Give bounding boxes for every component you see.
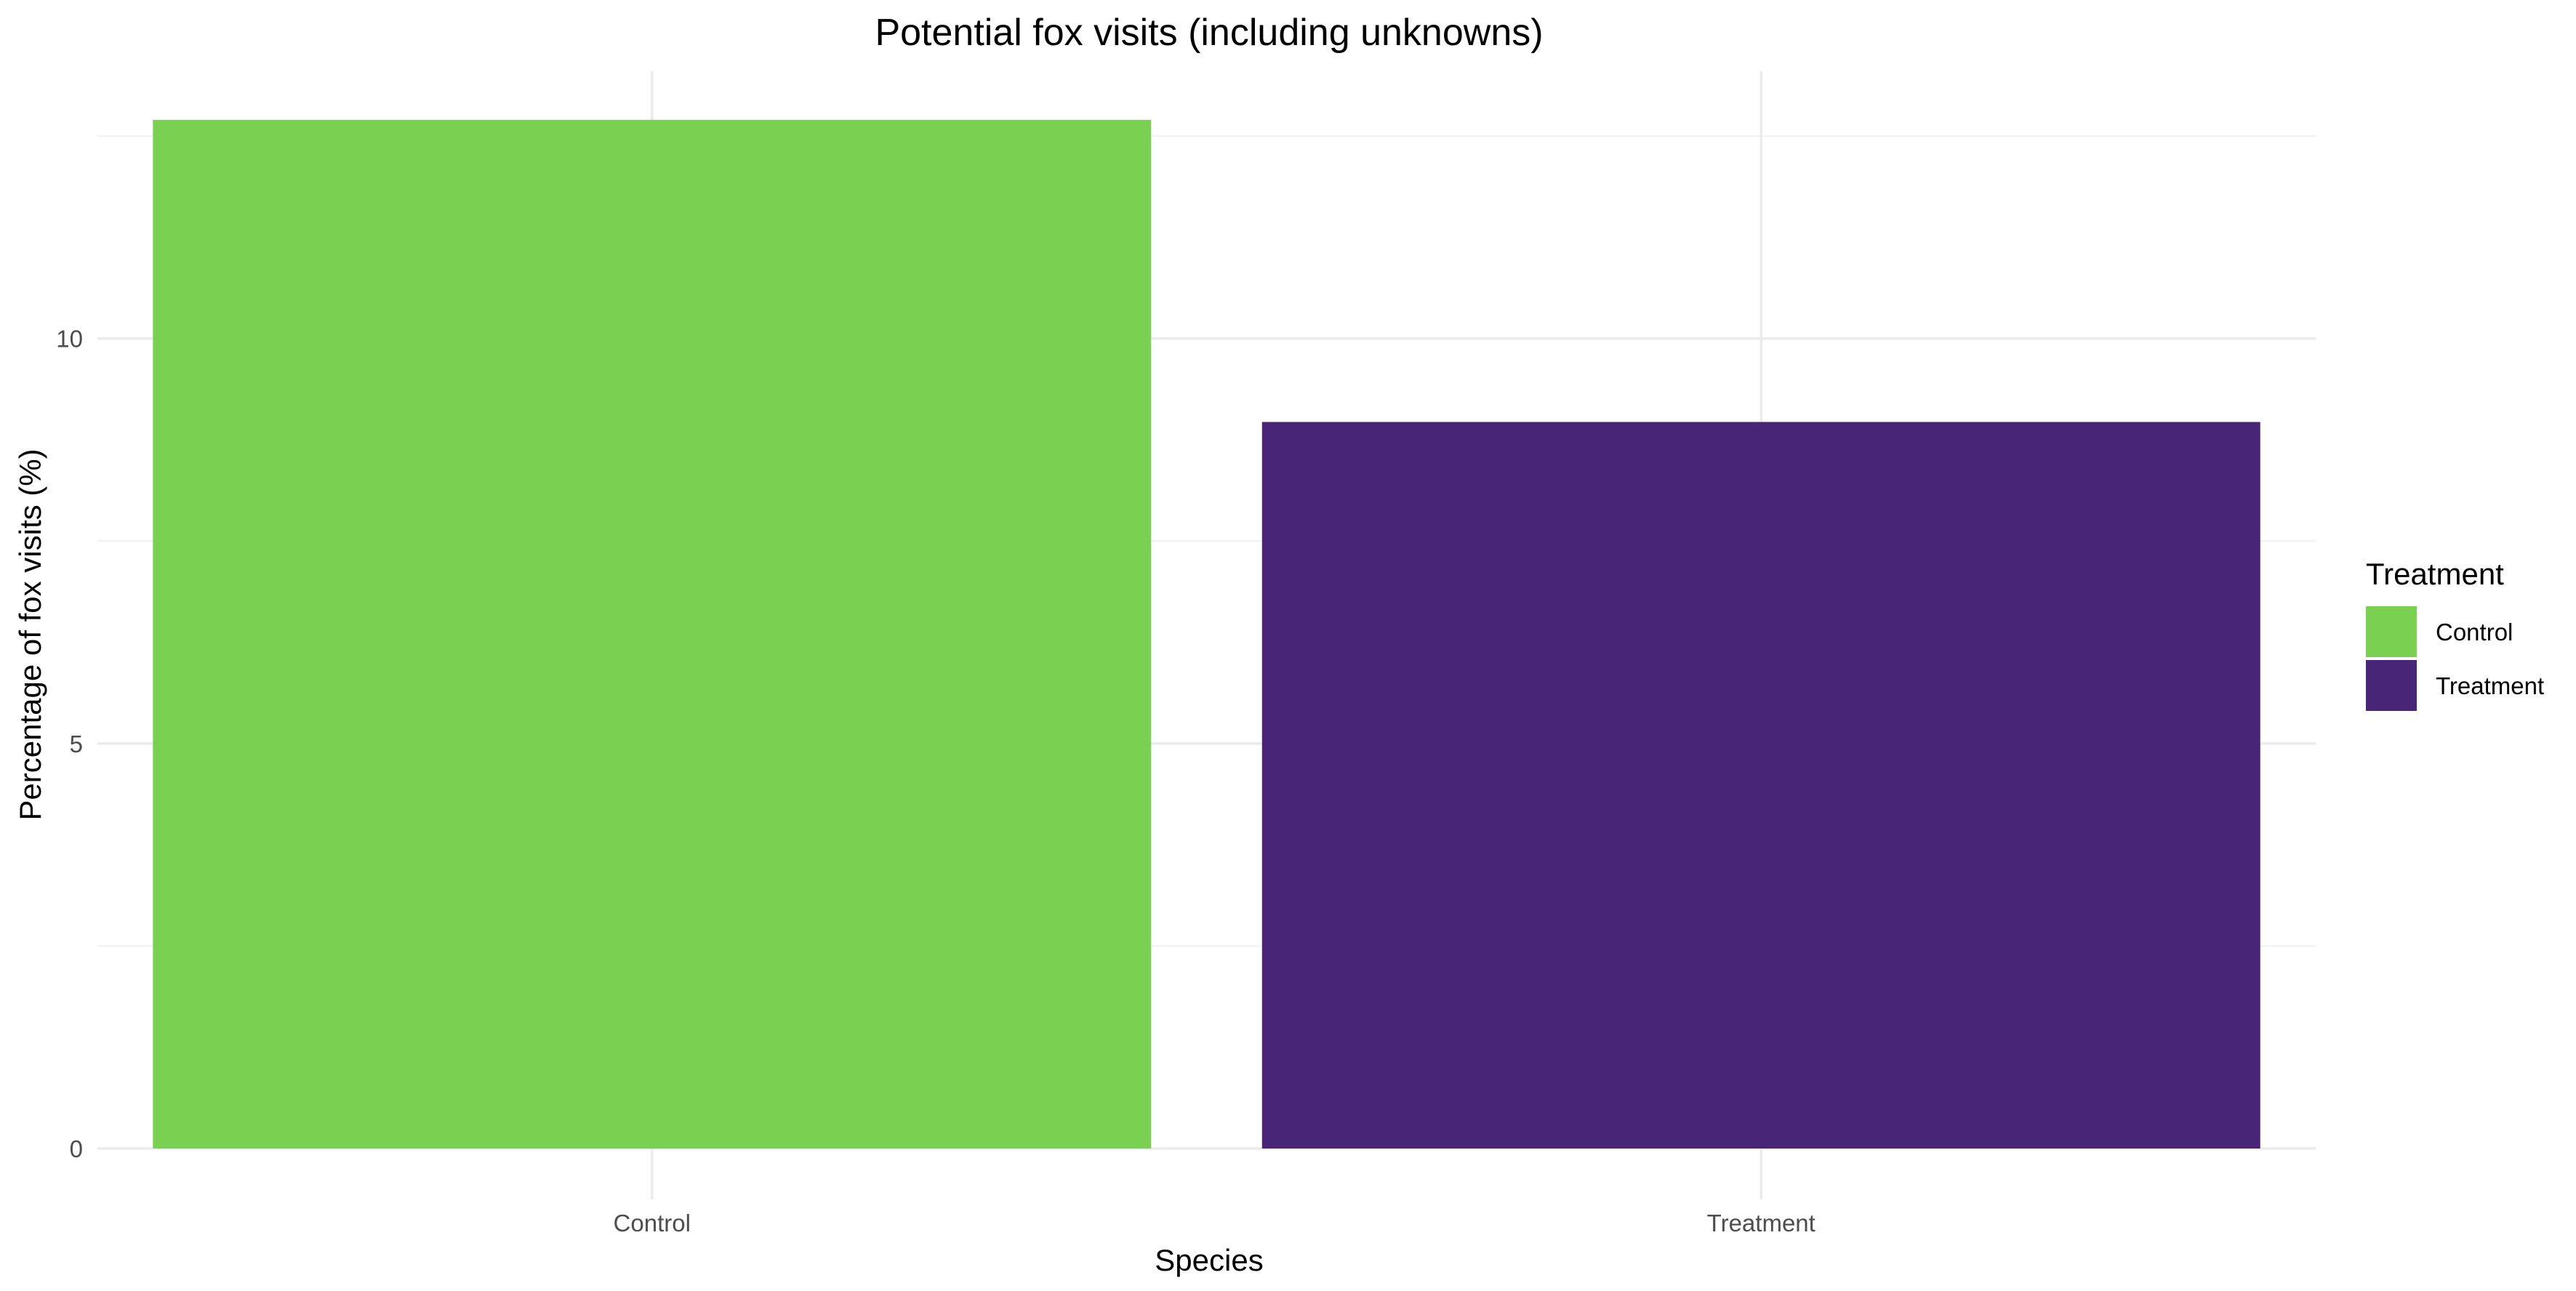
y-axis-ticks: 0 5 10 [56,326,83,1162]
legend-swatch-treatment [2366,660,2417,711]
y-axis-title: Percentage of fox visits (%) [13,449,47,820]
bar-treatment [1261,422,2260,1149]
x-axis-ticks: Control Treatment [614,1210,1815,1236]
legend-label-treatment: Treatment [2436,672,2544,699]
y-tick-label: 10 [56,326,83,353]
legend-swatch-control [2366,606,2417,657]
legend-label-control: Control [2436,619,2513,646]
bar-control [153,119,1152,1149]
legend-entries: Control Treatment [2366,606,2544,711]
x-axis-title: Species [1155,1243,1263,1277]
legend-title: Treatment [2366,557,2504,591]
x-tick-label: Control [614,1210,691,1236]
chart-title: Potential fox visits (including unknowns… [875,12,1543,54]
legend: Treatment Control Treatment [2366,557,2544,711]
y-tick-label: 0 [70,1135,83,1162]
x-tick-label: Treatment [1707,1210,1815,1236]
bars [153,119,2260,1149]
y-tick-label: 5 [70,731,83,757]
